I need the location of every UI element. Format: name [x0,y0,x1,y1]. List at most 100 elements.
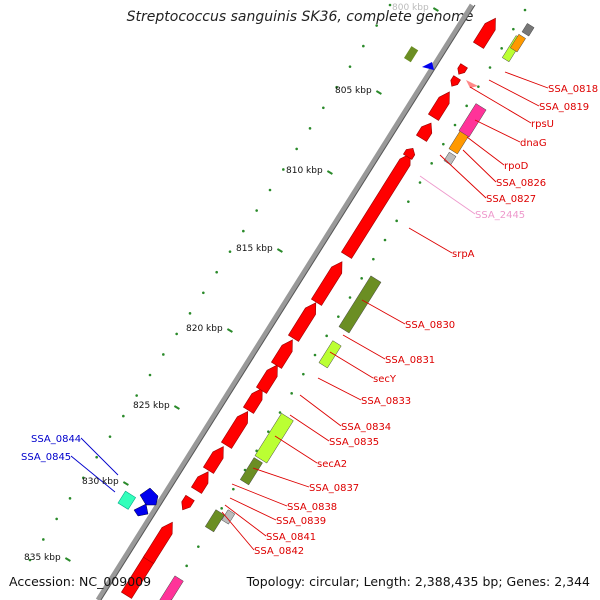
gene-ssa0819 [450,75,461,87]
dot-track-outer [375,24,378,27]
gene-dnag-region [472,17,496,49]
box-lime-secy [318,340,342,369]
dot-track-outer [188,312,192,315]
box-olive-0830 [338,275,382,334]
dot-track-outer [268,188,272,192]
dot-track-outer [228,250,232,253]
gene-label-left: SSA_0845 [21,452,71,463]
leader-line [221,511,255,551]
dot-track-outer [68,497,72,500]
leader-line [504,71,549,89]
dot-track-inner [500,47,503,50]
dot-track-outer [282,168,285,171]
dot-track-inner [512,27,515,31]
dot-track-inner [325,334,328,338]
dot-track-inner [302,372,305,376]
gene-features [117,17,535,600]
leader-line [469,86,532,124]
gene-ssa2445 [402,147,416,160]
leader-line [361,299,406,325]
backbone-edge [100,4,476,600]
dot-track-inner [430,162,433,165]
dot-track-outer [295,147,298,151]
dot-track-inner [185,564,188,568]
leader-line [231,483,288,507]
box-olive-seca2 [239,457,263,486]
gene-ssa0833 [270,339,293,369]
dot-track-inner [465,104,468,108]
gene-label: SSA_0837 [309,483,359,494]
dot-track-outer [55,517,58,521]
dot-track-outer [335,85,338,89]
scale-label: 800 kbp [392,3,429,13]
dot-track-outer [215,270,218,274]
leader-line [342,334,386,360]
leader-line [317,377,362,401]
dot-track-inner [348,296,352,299]
gene-ssa0835 [242,387,263,414]
dot-track-outer [322,106,325,110]
leader-line-left [70,455,116,493]
gene-label-left: SSA_0844 [31,434,81,445]
box-aqua-0845 [117,490,137,510]
box-lime-seca2 [254,412,294,464]
box-magenta-rpsu [458,103,487,138]
gene-blue-805 [422,62,434,70]
dot-track-inner [197,545,200,548]
scale-label: 830 kbp [82,477,119,487]
leader-line [466,136,505,166]
dot-track-outer [308,127,312,130]
box-gray-0838 [221,509,236,525]
dot-track-inner [232,487,235,491]
leader-line [419,175,476,215]
gene-label: SSA_0818 [548,84,598,95]
gene-ssa0838 [190,471,209,494]
scale-label: 810 kbp [286,166,323,176]
dot-track-outer [162,353,165,356]
gene-label: SSA_0841 [266,532,316,543]
gene-label: SSA_0839 [276,516,326,527]
scale-tick [375,90,382,95]
gene-ssa0844 [139,487,159,506]
dot-track-inner [488,66,492,69]
dot-track-outer [175,332,178,336]
scale-labels: 800 kbp 805 kbp 810 kbp 815 kbp 820 kbp 825 k… [24,3,439,563]
dot-track-outer [122,414,125,418]
dot-track-inner [407,200,410,203]
gene-label: SSA_0834 [341,422,391,433]
dot-track-outer [148,373,152,377]
leader-line [299,394,342,427]
gene-pink-0819 [466,80,478,88]
leader-line [408,227,453,254]
gene-ssa0841 [142,521,173,564]
backbone-line [95,3,475,600]
map-title: Streptococcus sanguinis SK36, complete g… [126,9,474,25]
scale-label: 825 kbp [133,401,170,411]
gene-seca2 [220,410,249,449]
gene-label: srpA [452,249,475,260]
dot-track-inner [383,238,387,242]
gene-secy [287,302,317,342]
leader-line [252,467,310,488]
gene-ssa0818 [457,63,468,75]
dot-track-inner [278,411,282,414]
dot-track-inner [395,219,398,223]
scale-label: 815 kbp [236,244,273,254]
leader-line [289,414,330,442]
gene-label: SSA_0830 [405,320,455,331]
leader-line [229,497,277,521]
dot-track-outer [388,3,392,7]
scale-label: 820 kbp [186,324,223,334]
label-leader-lines [70,71,549,551]
dot-track-outer [82,476,85,480]
dot-track-outer [135,394,138,397]
dot-track-inner [313,353,317,357]
box-gray-top [521,23,535,37]
topology-text: Topology: circular; Length: 2,388,435 bp… [246,574,590,589]
gene-label: SSA_0833 [361,396,411,407]
dot-track-inner [290,392,293,395]
gene-label: secY [373,374,397,385]
dot-track-outer [95,455,98,459]
gene-label: secA2 [317,459,347,470]
